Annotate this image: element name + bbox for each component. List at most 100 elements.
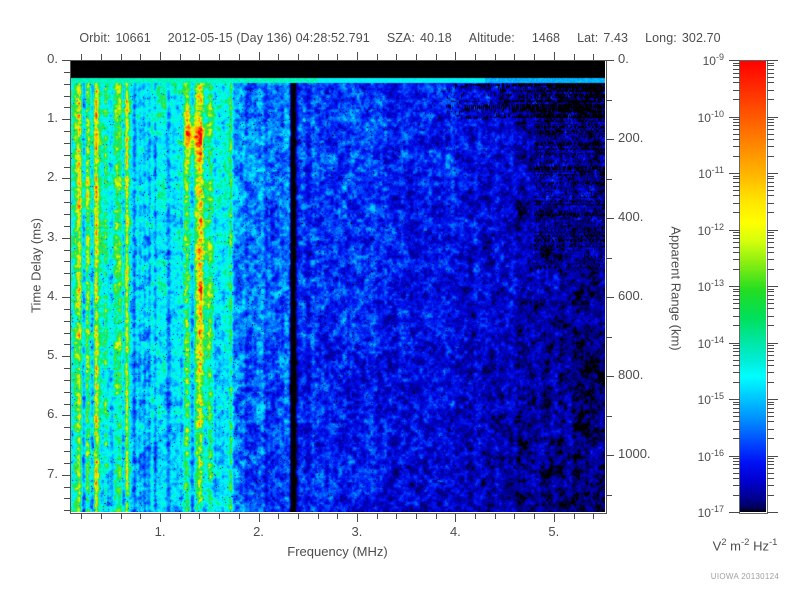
freq-tick-minor <box>573 513 575 519</box>
units-m-exp: -2 <box>741 537 750 548</box>
freq-tick-minor <box>514 513 516 519</box>
colorbar-tick-major <box>729 342 740 344</box>
time-tick-minor <box>64 498 70 500</box>
colorbar-tick-major <box>767 342 778 344</box>
colorbar-tick-minor <box>733 315 740 317</box>
colorbar-tick-minor <box>733 421 740 423</box>
freq-tick-minor-top <box>81 54 83 60</box>
time-tick-minor <box>64 190 70 192</box>
colorbar-tick-minor <box>767 351 774 353</box>
colorbar-tick-minor <box>733 68 740 70</box>
colorbar-tick-major <box>729 173 740 174</box>
time-tick-label: 5. <box>47 347 58 363</box>
colorbar-tick-major <box>729 399 740 400</box>
time-tick-major <box>62 415 70 417</box>
time-tick-minor <box>64 450 70 452</box>
colorbar-tick-minor <box>767 82 774 84</box>
freq-tick-minor-top <box>534 54 536 60</box>
colorbar-tick-minor <box>767 347 774 349</box>
units-v-exp: 2 <box>721 537 727 548</box>
orbit-label: Orbit: <box>79 31 111 45</box>
range-tick-major <box>606 297 614 299</box>
freq-tick-minor <box>534 513 536 519</box>
colorbar-tick-minor <box>767 125 774 127</box>
spectrogram-heatmap <box>70 60 605 512</box>
colorbar-tick-minor <box>767 325 774 327</box>
ionogram-plot-area <box>70 60 605 512</box>
colorbar-tick-minor <box>767 345 774 347</box>
colorbar-tick-minor <box>733 234 740 236</box>
colorbar-tick-minor <box>767 315 774 317</box>
lat-value: 7.43 <box>603 31 629 45</box>
time-tick-minor <box>64 285 70 287</box>
colorbar-tick-minor <box>767 401 774 403</box>
colorbar-tick-minor <box>733 178 740 180</box>
long-label: Long: <box>645 31 677 45</box>
time-tick-major <box>62 296 70 298</box>
colorbar-tick-minor <box>733 291 740 293</box>
freq-tick-label: 5. <box>548 524 560 539</box>
colorbar-tick-minor <box>767 195 774 197</box>
time-tick-label: 7. <box>47 465 58 481</box>
y-axis-title-right: Apparent Range (km) <box>668 226 684 351</box>
freq-tick-minor <box>317 513 319 519</box>
range-tick-major <box>606 60 614 61</box>
colorbar-tick-minor <box>767 294 774 296</box>
colorbar-tick-major <box>729 512 740 513</box>
time-tick-minor <box>64 391 70 393</box>
colorbar-tick-minor <box>733 372 740 374</box>
freq-tick-major-top <box>258 52 260 60</box>
colorbar-tick-minor <box>733 485 740 487</box>
range-tick-minor <box>606 178 612 180</box>
observation-datetime: 2012-05-15 (Day 136) 04:28:52.791 <box>167 31 370 45</box>
time-tick-minor <box>64 439 70 441</box>
freq-tick-major <box>455 513 457 522</box>
colorbar-tick-minor <box>733 77 740 78</box>
time-tick-minor <box>64 214 70 216</box>
time-tick-minor <box>64 486 70 488</box>
colorbar-tick-minor <box>767 181 774 183</box>
colorbar-tick-minor <box>767 416 774 417</box>
freq-tick-minor-top <box>475 54 477 60</box>
colorbar-tick-minor <box>733 298 740 300</box>
colorbar-tick-minor <box>733 121 740 123</box>
time-tick-minor <box>64 107 70 109</box>
colorbar-tick-minor <box>767 232 774 234</box>
colorbar-tick-minor <box>767 468 774 470</box>
freq-tick-minor <box>219 513 221 519</box>
colorbar-tick-minor <box>767 259 774 261</box>
freq-tick-minor <box>494 513 496 519</box>
freq-tick-minor <box>199 513 201 519</box>
colorbar-tick-major <box>767 173 778 174</box>
time-tick-label: 2. <box>47 169 58 185</box>
freq-tick-minor <box>337 513 339 519</box>
freq-tick-minor-top <box>435 54 437 60</box>
time-tick-major <box>62 60 70 61</box>
colorbar-tick-minor <box>767 308 774 310</box>
colorbar-tick-minor <box>733 129 740 131</box>
colorbar-tick-minor <box>767 407 774 409</box>
colorbar-tick-minor <box>767 288 774 290</box>
colorbar-tick-minor <box>767 472 774 474</box>
time-tick-minor <box>64 202 70 204</box>
range-tick-minor <box>606 494 612 496</box>
colorbar-tick-minor <box>733 294 740 296</box>
colorbar-tick-minor <box>733 359 740 361</box>
colorbar-tick-minor <box>767 246 774 248</box>
freq-tick-minor <box>120 513 122 519</box>
colorbar-tick-minor <box>767 355 774 357</box>
colorbar-tick-minor <box>767 494 774 496</box>
freq-tick-minor-top <box>120 54 122 60</box>
colorbar-tick-minor <box>733 381 740 383</box>
time-tick-minor <box>64 166 70 168</box>
freq-tick-label: 2. <box>253 524 264 539</box>
colorbar-tick-minor <box>733 259 740 261</box>
colorbar-tick-minor <box>767 411 774 413</box>
colorbar-tick-minor <box>733 185 740 187</box>
freq-tick-minor-top <box>219 54 221 60</box>
colorbar-tick-minor <box>767 178 774 180</box>
colorbar-tick-minor <box>767 381 774 383</box>
colorbar-tick-minor <box>733 138 740 140</box>
freq-tick-label: 3. <box>351 524 363 539</box>
freq-tick-minor-top <box>376 54 378 60</box>
